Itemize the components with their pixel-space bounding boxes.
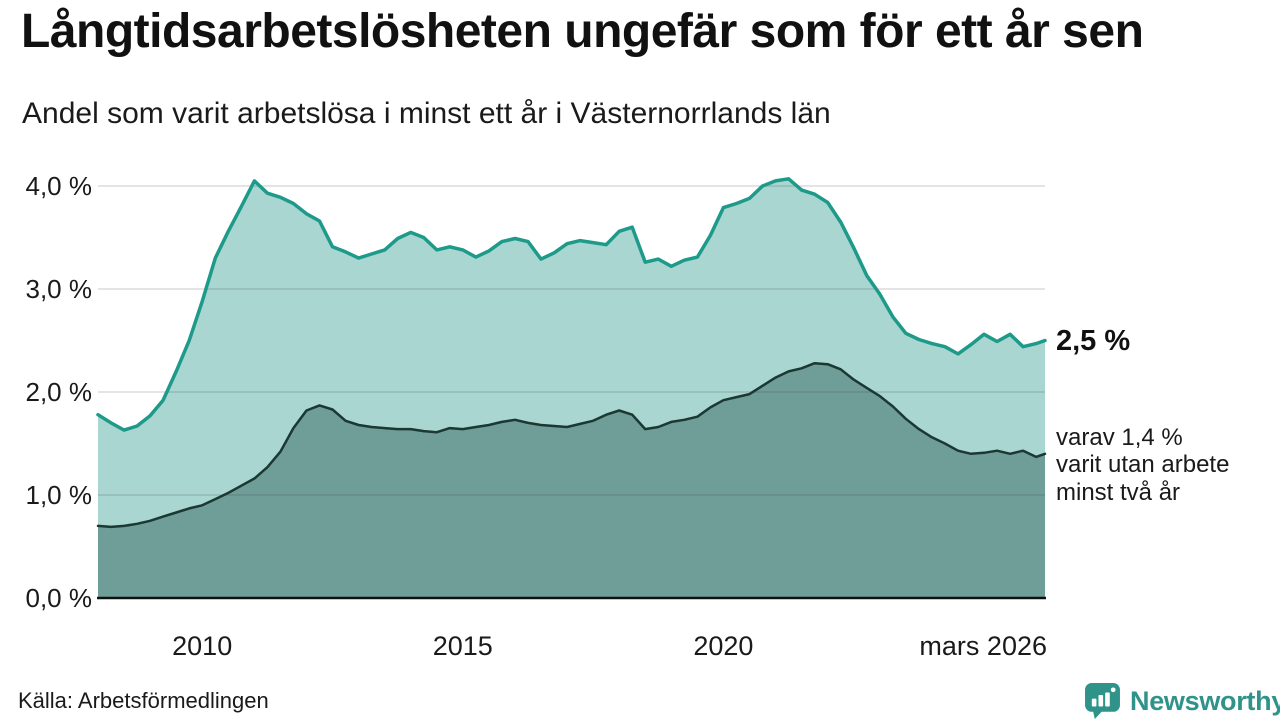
source-credit: Källa: Arbetsförmedlingen (18, 688, 269, 713)
x-tick-label: 2020 (693, 631, 754, 661)
y-tick-label: 3,0 % (25, 274, 93, 304)
y-tick-label: 2,0 % (25, 377, 93, 407)
x-tick-label: 2010 (172, 631, 233, 661)
x-tick-label: 2015 (432, 631, 493, 661)
series-2-line (96, 361, 1047, 529)
series-1-line (96, 177, 1047, 432)
series-2-area (98, 363, 1045, 598)
y-tick-label: 4,0 % (25, 171, 93, 201)
y-tick-label: 1,0 % (25, 480, 93, 510)
y-tick-label: 0,0 % (25, 583, 93, 613)
chart-subtitle: Andel som varit arbetslösa i minst ett å… (22, 97, 831, 130)
newsworthy-logo: Newsworthy (1084, 682, 1280, 720)
series2-end-value-label: varav 1,4 % varit utan arbete minst två … (1056, 423, 1230, 506)
x-tick-label: mars 2026 (919, 631, 1047, 661)
page-title: Långtidsarbetslösheten ungefär som för e… (21, 5, 1144, 58)
series1-end-value-label: 2,5 % (1056, 324, 1131, 357)
newsworthy-chart-bubble-icon (1085, 683, 1120, 719)
newsworthy-wordmark: Newsworthy (1130, 685, 1280, 716)
